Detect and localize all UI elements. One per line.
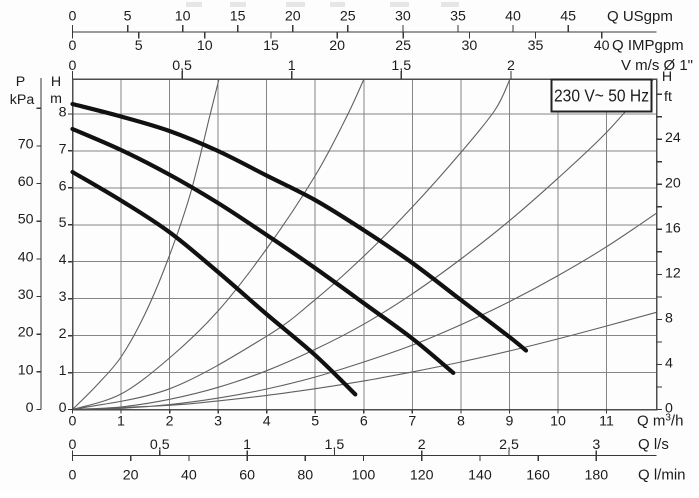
svg-text:Q m3/h: Q m3/h <box>637 413 683 430</box>
svg-text:70: 70 <box>18 136 34 152</box>
svg-text:15: 15 <box>263 38 279 54</box>
svg-text:0: 0 <box>69 38 77 54</box>
svg-text:100: 100 <box>352 468 376 484</box>
svg-text:160: 160 <box>526 468 550 484</box>
svg-text:2: 2 <box>507 58 515 74</box>
svg-text:1: 1 <box>288 58 296 74</box>
svg-text:1: 1 <box>243 437 251 453</box>
svg-text:1: 1 <box>117 414 125 430</box>
svg-text:20: 20 <box>665 175 681 191</box>
svg-text:120: 120 <box>410 468 434 484</box>
svg-text:50: 50 <box>18 212 34 228</box>
svg-text:20: 20 <box>285 9 301 25</box>
svg-text:45: 45 <box>560 9 576 25</box>
svg-text:Q l/min: Q l/min <box>638 467 686 484</box>
svg-text:1,5: 1,5 <box>325 437 345 453</box>
svg-text:8: 8 <box>665 310 673 326</box>
svg-text:30: 30 <box>395 9 411 25</box>
svg-text:35: 35 <box>528 38 544 54</box>
svg-text:1: 1 <box>59 363 67 379</box>
svg-text:15: 15 <box>230 9 246 25</box>
svg-text:5: 5 <box>311 414 319 430</box>
svg-text:60: 60 <box>18 174 34 190</box>
svg-text:0: 0 <box>665 401 673 417</box>
svg-text:11: 11 <box>599 414 614 430</box>
svg-text:25: 25 <box>340 9 356 25</box>
svg-text:35: 35 <box>450 9 466 25</box>
svg-text:0: 0 <box>69 58 77 74</box>
svg-text:3: 3 <box>214 414 222 430</box>
svg-text:6: 6 <box>360 414 368 430</box>
svg-text:16: 16 <box>665 220 681 236</box>
svg-text:Q l/s: Q l/s <box>638 436 669 453</box>
svg-text:H: H <box>662 69 672 85</box>
svg-text:20: 20 <box>123 468 139 484</box>
svg-text:40: 40 <box>18 249 34 265</box>
svg-text:0: 0 <box>26 400 34 416</box>
svg-text:30: 30 <box>462 38 478 54</box>
svg-text:7: 7 <box>59 141 67 157</box>
svg-text:140: 140 <box>468 468 492 484</box>
svg-text:180: 180 <box>584 468 608 484</box>
svg-text:7: 7 <box>408 414 416 430</box>
svg-text:ft: ft <box>664 89 672 105</box>
svg-text:24: 24 <box>665 130 681 146</box>
svg-text:2,5: 2,5 <box>499 437 519 453</box>
svg-text:20: 20 <box>18 325 34 341</box>
svg-text:0: 0 <box>69 437 77 453</box>
svg-text:5: 5 <box>135 38 143 54</box>
svg-text:80: 80 <box>297 468 313 484</box>
svg-text:60: 60 <box>239 468 255 484</box>
svg-text:4: 4 <box>59 252 67 268</box>
svg-text:10: 10 <box>18 362 34 378</box>
svg-text:H: H <box>51 74 61 90</box>
svg-text:m: m <box>50 91 62 107</box>
svg-text:5: 5 <box>59 215 67 231</box>
svg-text:25: 25 <box>395 38 411 54</box>
svg-text:0: 0 <box>69 414 77 430</box>
svg-text:2: 2 <box>59 326 67 342</box>
svg-text:2: 2 <box>418 437 426 453</box>
svg-text:12: 12 <box>665 265 681 281</box>
svg-text:8: 8 <box>59 104 67 120</box>
svg-text:V m/s Ø 1": V m/s Ø 1" <box>621 57 693 74</box>
svg-text:0: 0 <box>69 468 77 484</box>
svg-text:Q USgpm: Q USgpm <box>607 8 673 25</box>
svg-text:3: 3 <box>59 289 67 305</box>
svg-text:20: 20 <box>329 38 345 54</box>
svg-text:kPa: kPa <box>10 92 35 108</box>
svg-text:0: 0 <box>59 400 67 416</box>
svg-text:1,5: 1,5 <box>391 58 411 74</box>
svg-text:4: 4 <box>665 356 673 372</box>
svg-text:2: 2 <box>166 414 174 430</box>
svg-text:230 V~ 50 Hz: 230 V~ 50 Hz <box>554 86 649 106</box>
svg-text:5: 5 <box>124 9 132 25</box>
svg-text:6: 6 <box>59 178 67 194</box>
svg-text:10: 10 <box>550 414 566 430</box>
svg-text:4: 4 <box>263 414 271 430</box>
svg-text:8: 8 <box>457 414 465 430</box>
svg-text:40: 40 <box>505 9 521 25</box>
svg-text:3: 3 <box>592 437 600 453</box>
svg-text:Q IMPgpm: Q IMPgpm <box>612 37 684 54</box>
svg-text:P: P <box>16 74 25 90</box>
svg-text:40: 40 <box>594 38 610 54</box>
svg-text:9: 9 <box>505 414 513 430</box>
svg-text:40: 40 <box>181 468 197 484</box>
svg-text:0: 0 <box>69 9 77 25</box>
svg-text:0,5: 0,5 <box>172 58 192 74</box>
svg-text:30: 30 <box>18 287 34 303</box>
svg-text:10: 10 <box>197 38 213 54</box>
svg-text:0,5: 0,5 <box>150 437 170 453</box>
svg-text:10: 10 <box>175 9 191 25</box>
